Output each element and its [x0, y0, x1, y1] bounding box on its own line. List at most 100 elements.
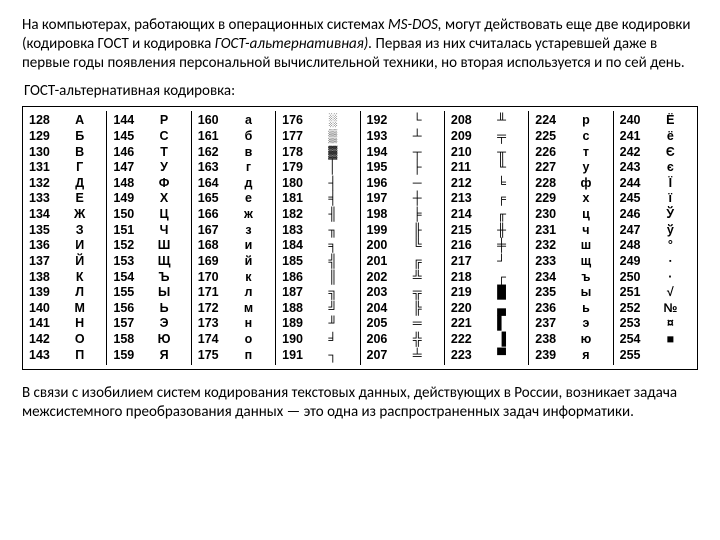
table-row: 232ш [535, 238, 606, 254]
code-glyph: ╪ [481, 238, 522, 254]
table-row: 164д [198, 176, 269, 192]
table-row: 152Ш [113, 238, 184, 254]
code-value: 129 [29, 129, 59, 145]
code-value: 216 [451, 238, 481, 254]
code-glyph: └ [397, 113, 438, 129]
code-glyph: з [228, 223, 269, 239]
code-value: 242 [620, 145, 650, 161]
code-value: 130 [29, 145, 59, 161]
code-glyph: Х [143, 191, 184, 207]
table-row: 219█ [451, 285, 522, 301]
code-value: 185 [282, 254, 312, 270]
table-row: 173н [198, 316, 269, 332]
gost-alt-encoding-table: 128А129Б130В131Г132Д133Е134Ж135З136И137Й… [22, 106, 698, 370]
code-glyph: ╕ [312, 238, 353, 254]
table-row: 135З [29, 223, 100, 239]
code-glyph: │ [312, 160, 353, 176]
table-row: 248° [620, 238, 691, 254]
code-glyph: ╧ [397, 348, 438, 364]
code-value: 134 [29, 207, 59, 223]
code-glyph: ╡ [312, 191, 353, 207]
table-row: 253¤ [620, 316, 691, 332]
code-glyph: ┘ [481, 254, 522, 270]
table-row: 191┐ [282, 348, 353, 364]
code-glyph: ╣ [312, 254, 353, 270]
table-row: 145С [113, 129, 184, 145]
code-value: 245 [620, 191, 650, 207]
code-value: 154 [113, 270, 143, 286]
table-row: 208╨ [451, 113, 522, 129]
code-glyph: · [650, 270, 691, 286]
code-glyph: ╤ [481, 129, 522, 145]
table-row: 136И [29, 238, 100, 254]
table-row: 200╚ [367, 238, 438, 254]
code-glyph: ш [565, 238, 606, 254]
paragraph-outro: В связи с изобилием систем кодирования т… [22, 384, 698, 422]
code-value: 230 [535, 207, 565, 223]
code-glyph: Ё [650, 113, 691, 129]
code-value: 206 [367, 332, 397, 348]
code-value: 163 [198, 160, 228, 176]
table-row: 184╕ [282, 238, 353, 254]
code-value: 214 [451, 207, 481, 223]
table-row: 160а [198, 113, 269, 129]
code-value: 162 [198, 145, 228, 161]
code-value: 249 [620, 254, 650, 270]
table-row: 233щ [535, 254, 606, 270]
code-column-6: 224р225с226т227у228ф229х230ц231ч232ш233щ… [529, 111, 613, 365]
code-value: 174 [198, 332, 228, 348]
code-value: 172 [198, 301, 228, 317]
code-value: 209 [451, 129, 481, 145]
table-row: 236ь [535, 301, 606, 317]
table-row: 234ъ [535, 270, 606, 286]
code-value: 241 [620, 129, 650, 145]
code-column-2: 160а161б162в163г164д165е166ж167з168и169й… [192, 111, 276, 365]
code-value: 184 [282, 238, 312, 254]
code-glyph: ║ [312, 270, 353, 286]
code-glyph: ╓ [481, 207, 522, 223]
code-value: 222 [451, 332, 481, 348]
table-row: 194┬ [367, 145, 438, 161]
code-value: 200 [367, 238, 397, 254]
code-value: 179 [282, 160, 312, 176]
code-value: 210 [451, 145, 481, 161]
code-glyph: ї [650, 191, 691, 207]
table-row: 188╝ [282, 301, 353, 317]
code-glyph: ╚ [397, 238, 438, 254]
table-row: 181╡ [282, 191, 353, 207]
code-glyph: Й [59, 254, 100, 270]
table-row: 133Е [29, 191, 100, 207]
table-row: 174о [198, 332, 269, 348]
code-value: 160 [198, 113, 228, 129]
code-value: 194 [367, 145, 397, 161]
table-row: 190╛ [282, 332, 353, 348]
table-row: 193┴ [367, 129, 438, 145]
code-value: 135 [29, 223, 59, 239]
code-value: 147 [113, 160, 143, 176]
table-row: 180┤ [282, 176, 353, 192]
table-row: 165е [198, 191, 269, 207]
code-glyph: Щ [143, 254, 184, 270]
table-row: 229х [535, 191, 606, 207]
code-glyph: я [565, 348, 606, 364]
table-row: 217┘ [451, 254, 522, 270]
code-glyph: Т [143, 145, 184, 161]
code-value: 157 [113, 316, 143, 332]
table-row: 139Л [29, 285, 100, 301]
code-value: 152 [113, 238, 143, 254]
code-value: 237 [535, 316, 565, 332]
code-glyph: э [565, 316, 606, 332]
code-value: 136 [29, 238, 59, 254]
code-value: 156 [113, 301, 143, 317]
table-row: 235ы [535, 285, 606, 301]
code-glyph: ╨ [481, 113, 522, 129]
code-glyph: ▄ [481, 301, 522, 317]
code-glyph: Ц [143, 207, 184, 223]
code-value: 149 [113, 191, 143, 207]
code-value: 186 [282, 270, 312, 286]
code-glyph: ┤ [312, 176, 353, 192]
table-row: 148Ф [113, 176, 184, 192]
table-row: 131Г [29, 160, 100, 176]
code-glyph: ╝ [312, 301, 353, 317]
code-glyph: ░ [312, 113, 353, 129]
